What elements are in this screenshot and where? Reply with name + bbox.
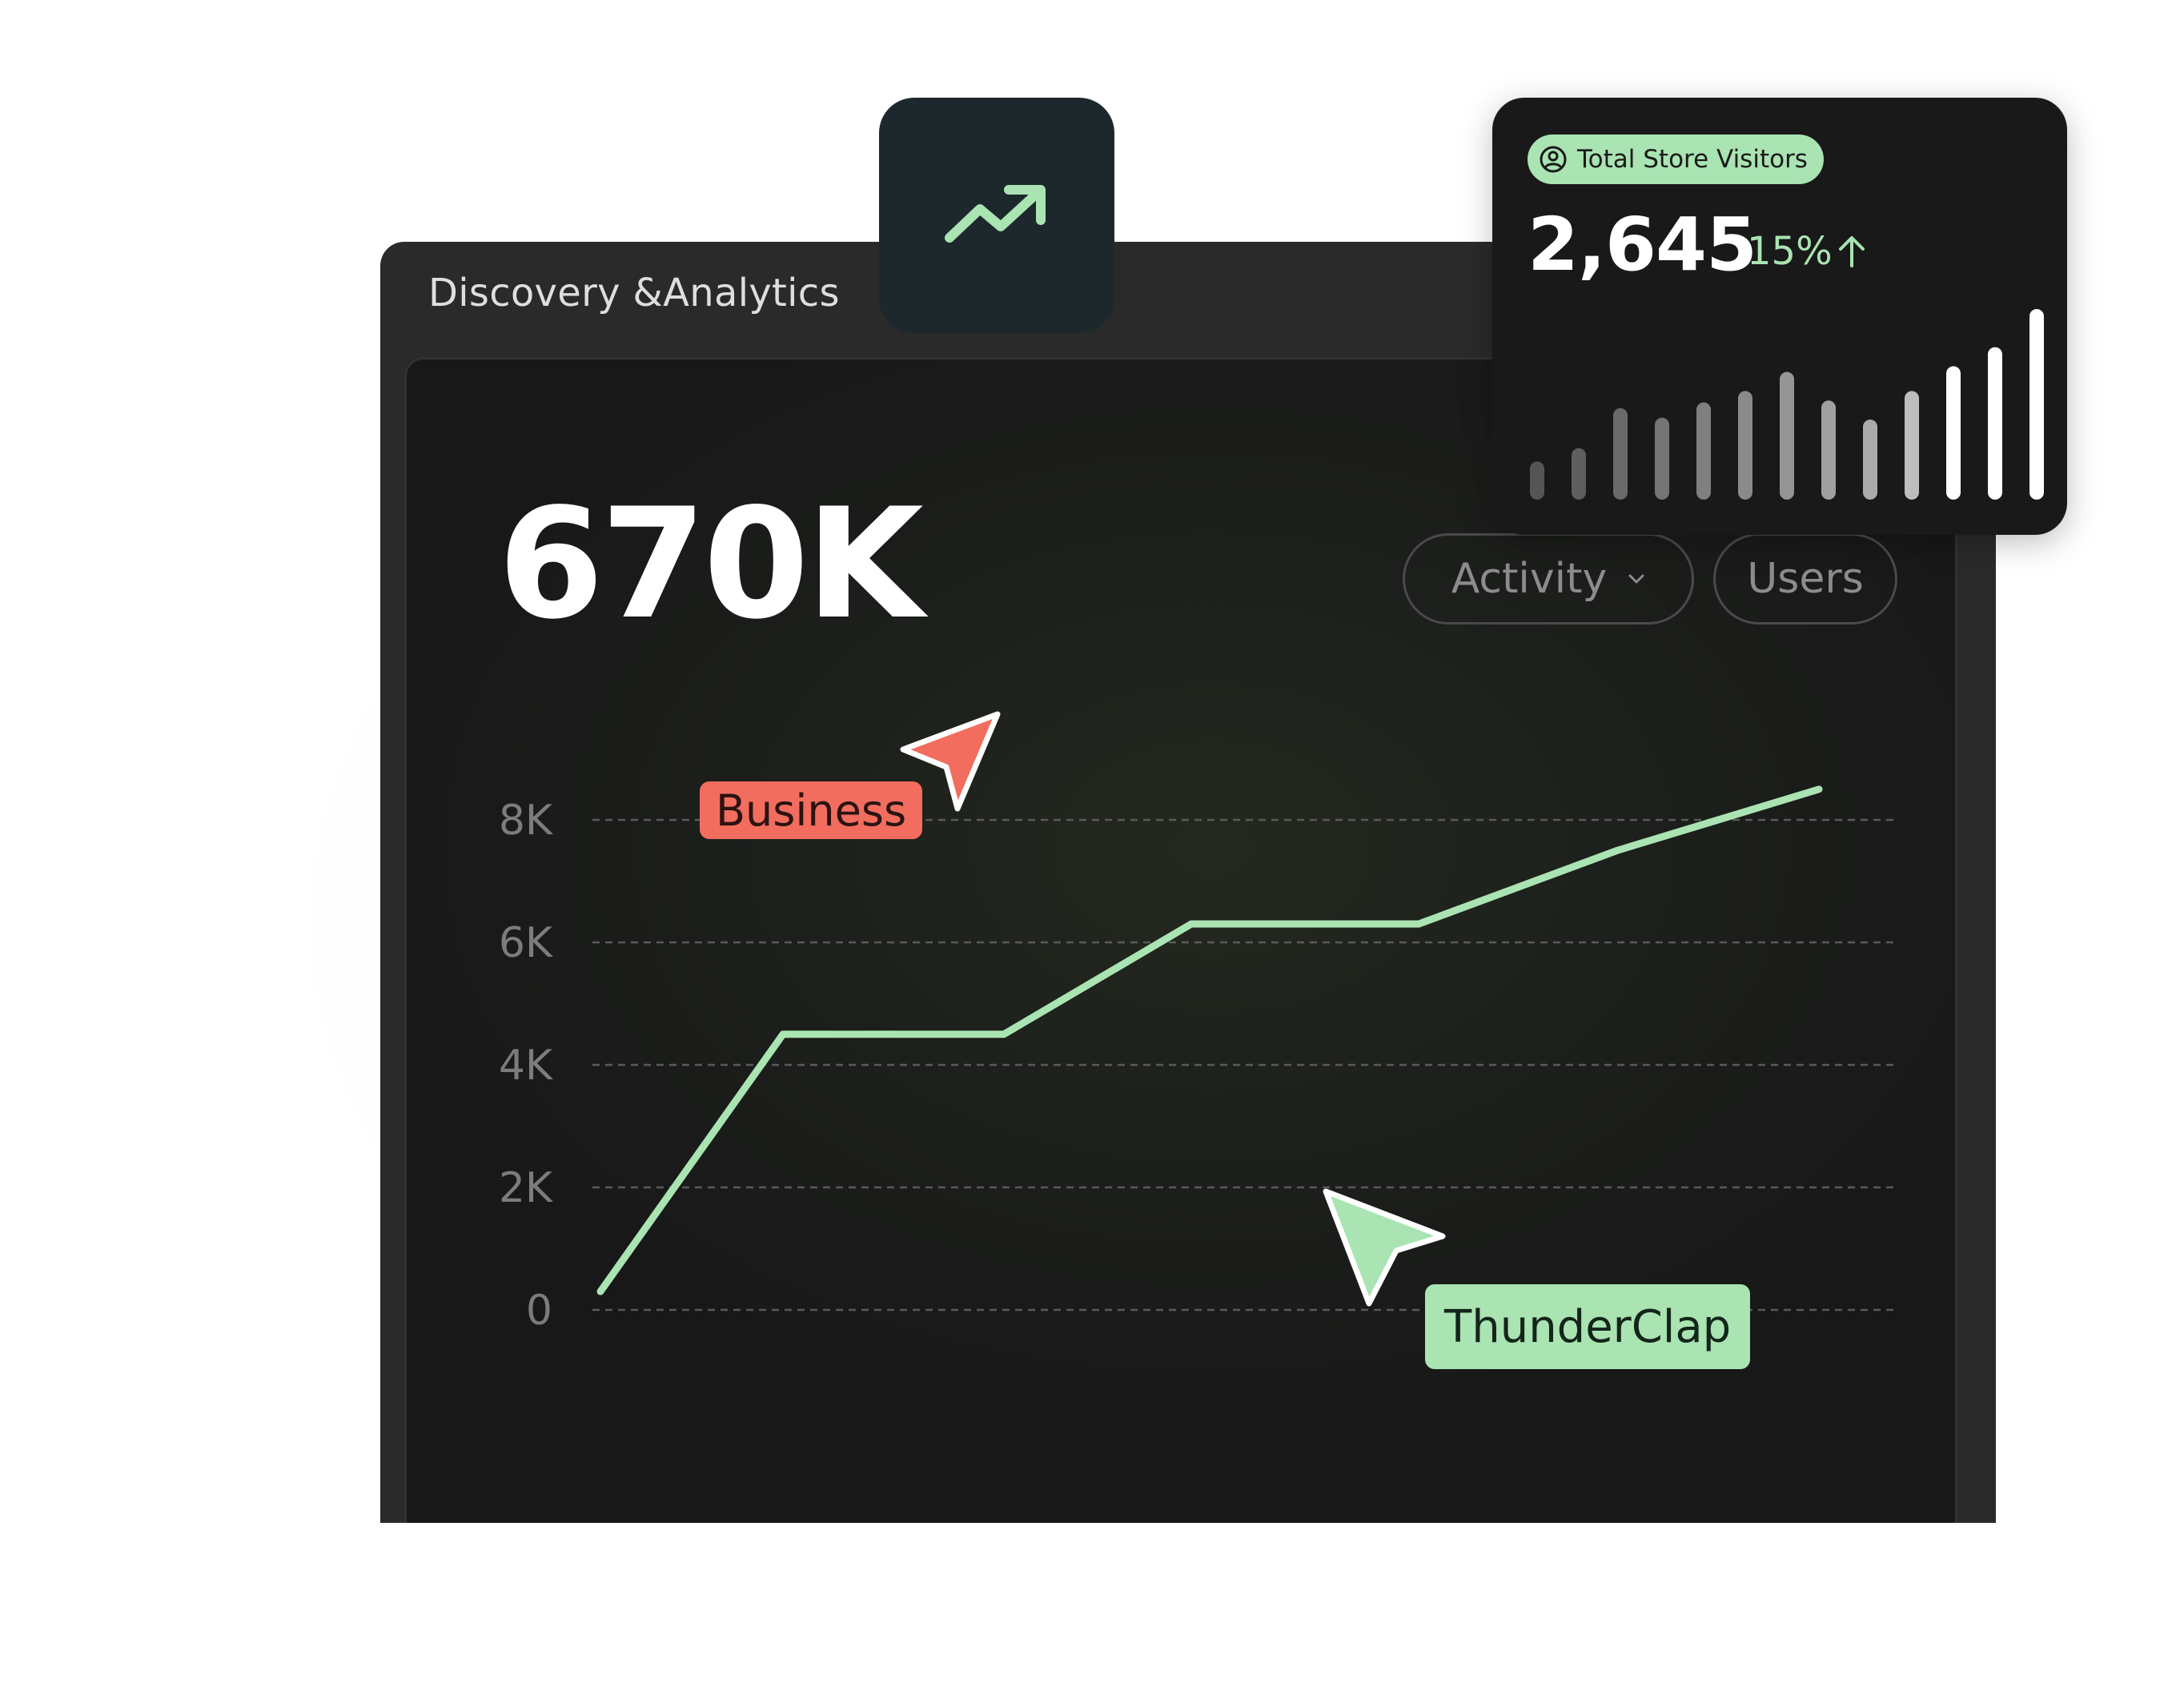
visitors-bar bbox=[1572, 448, 1586, 500]
visitors-badge-label: Total Store Visitors bbox=[1577, 145, 1808, 174]
visitors-bar bbox=[1696, 402, 1711, 500]
visitors-bar bbox=[1738, 391, 1752, 500]
y-tick-label: 6K bbox=[499, 919, 554, 967]
users-button-label: Users bbox=[1747, 555, 1864, 603]
chevron-down-icon bbox=[1628, 574, 1644, 584]
green-cursor-icon bbox=[1323, 1188, 1446, 1307]
trending-up-icon bbox=[945, 185, 1046, 243]
visitors-change: 15% bbox=[1747, 232, 1868, 271]
series-line bbox=[596, 785, 1823, 1295]
business-tag: Business bbox=[700, 781, 923, 839]
y-tick-label: 4K bbox=[499, 1042, 554, 1090]
arrow-up-icon bbox=[1838, 236, 1865, 267]
user-circle-icon bbox=[1540, 146, 1567, 173]
thunderclap-tag: ThunderClap bbox=[1425, 1284, 1751, 1369]
window-title: Discovery &Analytics bbox=[428, 271, 840, 315]
activity-dropdown-label: Activity bbox=[1451, 555, 1608, 603]
y-axis: 0 2K 4K 6K 8K bbox=[499, 797, 554, 1335]
chart-grid bbox=[592, 818, 1899, 1311]
users-button[interactable]: Users bbox=[1713, 533, 1897, 625]
trend-icon-tile bbox=[879, 98, 1114, 333]
y-tick-label: 2K bbox=[499, 1164, 554, 1212]
visitors-bar bbox=[1946, 366, 1961, 500]
y-tick-label: 0 bbox=[526, 1287, 552, 1335]
visitors-bar bbox=[1905, 391, 1919, 500]
store-visitors-card: Total Store Visitors 2,645 15% bbox=[1492, 98, 2067, 535]
visitors-bar bbox=[1988, 347, 2002, 500]
visitors-bar bbox=[1655, 417, 1669, 500]
visitors-bar bbox=[1530, 461, 1544, 500]
main-metric-value: 670K bbox=[498, 476, 924, 653]
visitors-bar bbox=[1780, 372, 1794, 500]
visitors-change-value: 15% bbox=[1747, 229, 1833, 274]
visitors-bar bbox=[1613, 408, 1628, 500]
visitors-badge: Total Store Visitors bbox=[1528, 135, 1824, 184]
visitors-bar-chart bbox=[1530, 309, 2044, 500]
red-cursor-icon bbox=[900, 711, 1001, 812]
visitors-value: 2,645 bbox=[1528, 202, 1757, 287]
visitors-bar bbox=[1863, 420, 1877, 500]
activity-dropdown[interactable]: Activity bbox=[1403, 533, 1694, 625]
visitors-bar bbox=[2029, 309, 2044, 500]
visitors-bar bbox=[1821, 400, 1836, 500]
y-tick-label: 8K bbox=[499, 797, 554, 845]
